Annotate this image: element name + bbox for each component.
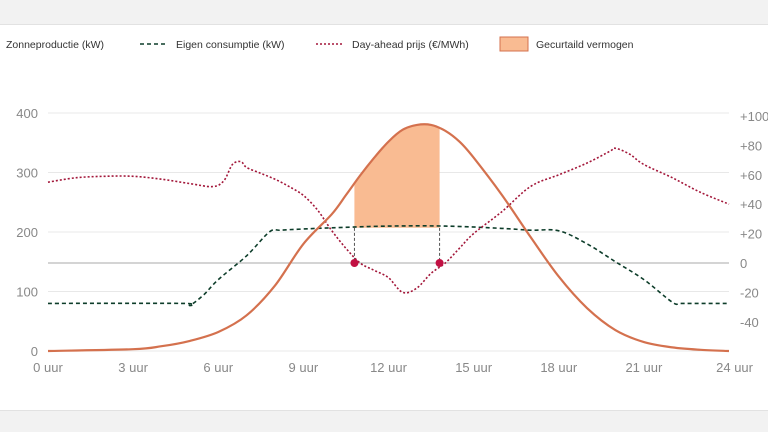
x-tick-2: 6 uur	[203, 360, 233, 375]
y-right-tick-1: -20	[740, 285, 759, 300]
y-right-tick-4: +40	[740, 197, 762, 212]
x-tick-5: 15 uur	[455, 360, 493, 375]
x-tick-4: 12 uur	[370, 360, 408, 375]
x-tick-0: 0 uur	[33, 360, 63, 375]
curtailed-area-fill	[354, 124, 440, 228]
x-tick-6: 18 uur	[540, 360, 578, 375]
y-left-tick-0: 0	[31, 344, 38, 359]
x-tick-8: 24 uur	[716, 360, 754, 375]
x-tick-1: 3 uur	[118, 360, 148, 375]
y-right-tick-6: +80	[740, 138, 762, 153]
x-tick-3: 9 uur	[289, 360, 319, 375]
y-right-tick-2: 0	[740, 256, 747, 271]
series-lines	[47, 123, 730, 353]
y-left-tick-4: 400	[16, 106, 38, 121]
y-left-tick-2: 200	[16, 225, 38, 240]
legend-label-3: Gecurtaild vermogen	[536, 39, 634, 51]
legend-label-2: Day-ahead prijs (€/MWh)	[352, 39, 469, 51]
y-right-tick-3: +20	[740, 227, 762, 242]
x-tick-7: 21 uur	[625, 360, 663, 375]
y-left-tick-3: 300	[16, 166, 38, 181]
legend: Zonneproductie (kW) Eigen consumptie (kW)…	[6, 36, 634, 52]
series-line-eigen-consumptie	[47, 225, 729, 307]
series-line-zonneproductie	[47, 123, 730, 353]
legend-swatch-curtailed	[499, 36, 529, 52]
y-right-tick-7: +100	[740, 109, 768, 124]
legend-label-1: Eigen consumptie (kW)	[176, 39, 285, 51]
chart-svg: Zonneproductie (kW) Eigen consumptie (kW)…	[6, 36, 768, 375]
legend-label-0: Zonneproductie (kW)	[6, 39, 104, 51]
y-left-tick-1: 100	[16, 285, 38, 300]
axis-labels: 0 100 200 300 400 -40 -20 0 +20 +40 +60 +80 +100 0 uu…	[16, 106, 768, 375]
zero-price-marker-0	[350, 259, 359, 267]
y-right-tick-0: -40	[740, 315, 759, 330]
series-line-day-ahead-prijs	[47, 147, 730, 294]
curtailed-area	[354, 124, 440, 228]
zero-price-marker-1	[435, 259, 444, 267]
grid	[48, 112, 729, 352]
y-right-tick-5: +60	[740, 168, 762, 183]
chart-panel: Zonneproductie (kW) Eigen consumptie (kW)…	[0, 24, 768, 411]
zero-price-markers	[350, 227, 444, 267]
